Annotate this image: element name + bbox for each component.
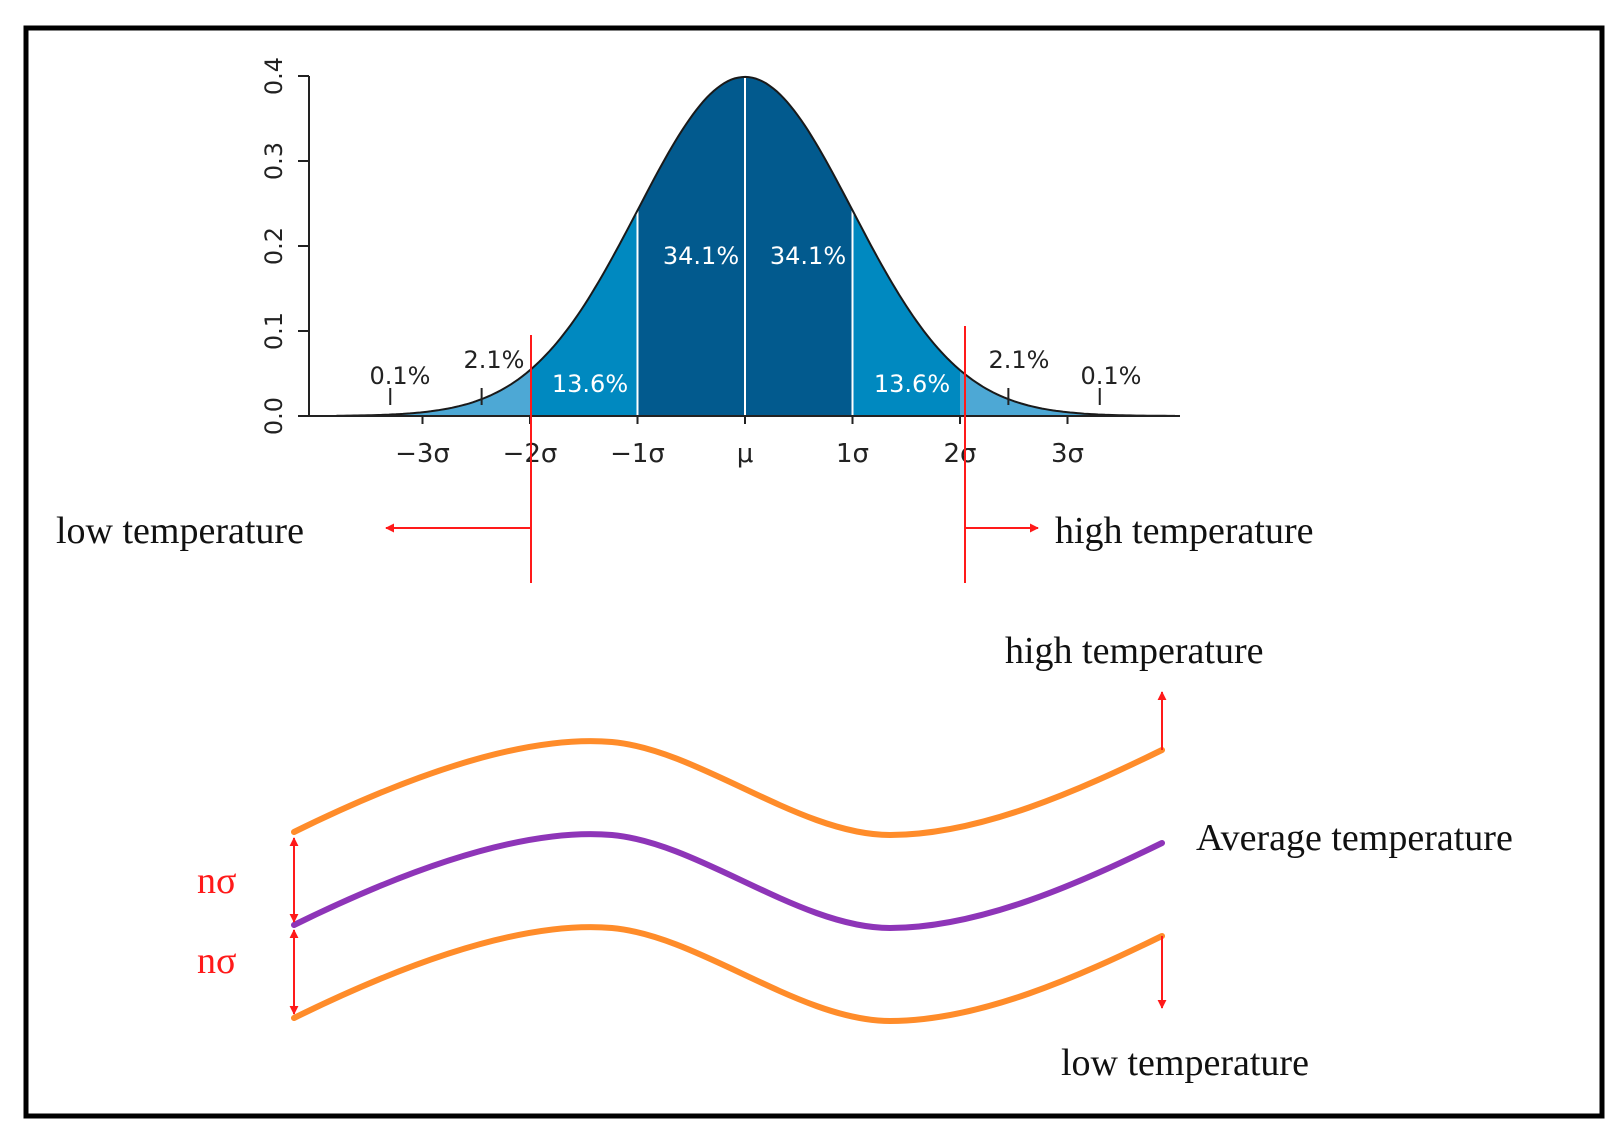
lower-offset-label: nσ	[197, 940, 236, 982]
lower-band-label: low temperature	[1061, 1042, 1309, 1084]
band-label-left-inner: 34.1%	[663, 242, 739, 270]
average-temperature-curve	[291, 831, 1165, 932]
band-label-left-tail: 0.1%	[370, 362, 431, 390]
lower-temperature-curve	[291, 924, 1165, 1025]
band-dividers	[636, 76, 854, 416]
low-threshold-label: low temperature	[56, 510, 304, 552]
x-tick-label: μ	[737, 439, 754, 469]
high-threshold-label: high temperature	[1055, 510, 1314, 552]
band-label-right-tail: 0.1%	[1081, 362, 1142, 390]
x-tick-label: 2σ	[943, 439, 976, 469]
upper-band-label: high temperature	[1005, 630, 1264, 672]
upper-temperature-curve	[291, 738, 1165, 839]
temperature-band-diagram: nσ nσ high temperature Average temperatu…	[197, 630, 1513, 1084]
x-tick-label: 3σ	[1051, 439, 1084, 469]
band-label-right-inner: 34.1%	[770, 242, 846, 270]
area-right-tail	[960, 370, 1175, 416]
y-tick-label: 0.3	[260, 142, 288, 180]
x-tick-label: 1σ	[836, 439, 869, 469]
density-curve	[336, 75, 1175, 417]
y-tick-label: 0.0	[260, 397, 288, 435]
average-band-label: Average temperature	[1196, 817, 1513, 859]
y-tick-label: 0.2	[260, 227, 288, 265]
band-label-right-outer: 2.1%	[989, 346, 1050, 374]
y-ticks: 0.0 0.1 0.2 0.3 0.4	[260, 57, 309, 435]
y-tick-label: 0.1	[260, 312, 288, 350]
upper-offset-label: nσ	[197, 860, 236, 902]
band-label-left-outer: 2.1%	[464, 346, 525, 374]
band-label-left-middle: 13.6%	[552, 370, 628, 398]
y-tick-label: 0.4	[260, 57, 288, 95]
x-tick-label: −1σ	[610, 439, 665, 469]
band-label-right-middle: 13.6%	[874, 370, 950, 398]
x-tick-label: −3σ	[395, 439, 450, 469]
